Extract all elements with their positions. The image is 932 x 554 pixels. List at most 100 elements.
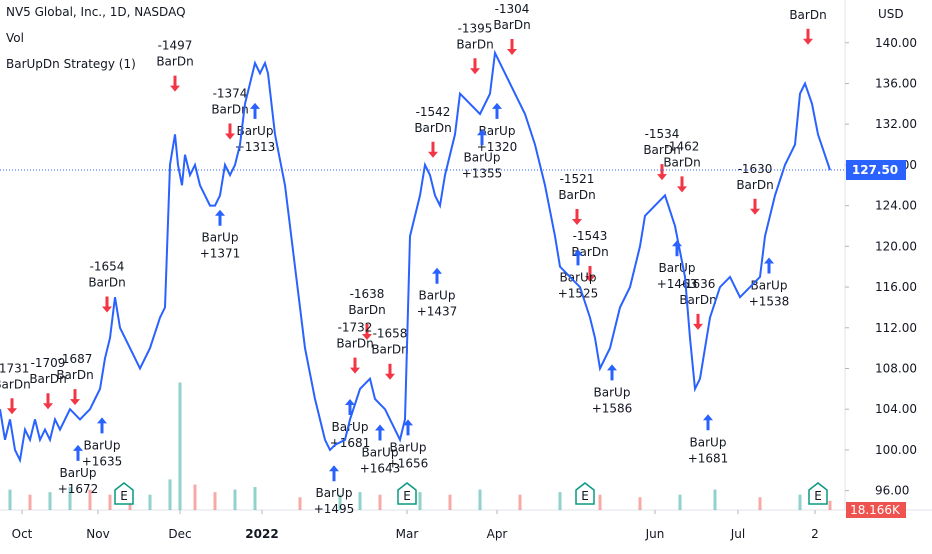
y-tick-label: 120.00 xyxy=(875,239,917,253)
earnings-badge xyxy=(575,482,595,505)
sell-arrow xyxy=(362,324,372,340)
price-layer xyxy=(0,49,845,464)
signal-label: BarUp xyxy=(237,124,274,138)
signal-label: BarDn xyxy=(679,293,716,307)
legend-strategy: BarUpDn Strategy (1) xyxy=(6,57,136,71)
y-tick-label: 124.00 xyxy=(875,199,917,213)
buy-arrow xyxy=(215,209,225,226)
signal-label: -1395 xyxy=(458,21,493,35)
signal-label: -1687 xyxy=(58,352,93,366)
volume-bar xyxy=(338,494,342,510)
volume-bar xyxy=(798,494,802,510)
earnings-badge xyxy=(397,482,417,505)
signal-label: BarUp xyxy=(751,279,788,293)
signal-label: +1355 xyxy=(462,166,503,180)
volume-bar xyxy=(178,382,182,510)
volume-bar xyxy=(448,494,452,510)
signal-label: BarUp xyxy=(390,440,427,454)
signal-label: -1497 xyxy=(158,39,193,53)
earnings-label: E xyxy=(120,489,128,503)
x-tick-label: Jun xyxy=(645,527,665,541)
earnings-marker: E xyxy=(397,482,417,505)
volume-bar xyxy=(518,494,522,510)
sell-arrow xyxy=(803,28,813,45)
signal-label: +1313 xyxy=(235,140,276,154)
signal-label: +1643 xyxy=(360,461,401,475)
signal-label: +1371 xyxy=(200,247,241,261)
sell-arrow xyxy=(170,75,180,92)
signal-label: BarDn xyxy=(558,188,595,202)
signal-label: BarDn xyxy=(336,337,373,351)
earnings-label: E xyxy=(581,489,589,503)
last-volume-label: 18.166K xyxy=(850,503,901,517)
sell-arrow xyxy=(507,38,517,55)
y-tick-label: 100.00 xyxy=(875,443,917,457)
signal-label: +1538 xyxy=(749,295,790,309)
signal-label: -1630 xyxy=(738,162,773,176)
earnings-badge xyxy=(808,482,828,505)
legend-volume: Vol xyxy=(6,31,24,45)
signal-label: +1320 xyxy=(477,140,518,154)
sell-arrow xyxy=(43,393,53,410)
y-tick-label: 116.00 xyxy=(875,280,917,294)
signal-label: -1731 xyxy=(0,361,29,375)
signal-label: BarUp xyxy=(560,270,597,284)
buy-arrow xyxy=(703,414,713,431)
x-tick-label: Oct xyxy=(12,527,33,541)
earnings-marker: E xyxy=(575,482,595,505)
signal-label: BarUp xyxy=(690,435,727,449)
signal-label: BarUp xyxy=(60,466,97,480)
volume-bar xyxy=(148,494,152,510)
volume-bar xyxy=(713,489,717,510)
volume-bar xyxy=(298,497,302,510)
signal-label: BarDn xyxy=(414,121,451,135)
volume-bar xyxy=(108,494,112,510)
buy-arrow xyxy=(403,419,413,436)
signal-label: +1635 xyxy=(82,454,123,468)
sell-arrow xyxy=(572,208,582,225)
signal-label: BarUp xyxy=(594,385,631,399)
signal-label: BarUp xyxy=(362,445,399,459)
signal-label: BarUp xyxy=(419,289,456,303)
buy-arrow xyxy=(607,364,617,381)
signal-label: BarDn xyxy=(156,55,193,69)
sell-arrow xyxy=(102,296,112,313)
signal-label: BarUp xyxy=(84,438,121,452)
buy-arrow xyxy=(250,102,260,119)
buy-arrow xyxy=(345,399,355,416)
signal-label: -1543 xyxy=(573,229,608,243)
signal-label: +1586 xyxy=(592,401,633,415)
signal-label: +1656 xyxy=(388,456,429,470)
buy-arrow xyxy=(97,417,107,434)
buy-arrow xyxy=(375,424,385,441)
signal-label: BarDn xyxy=(663,155,700,169)
buy-arrow xyxy=(477,129,487,146)
signal-label: -1462 xyxy=(665,139,700,153)
last-volume-tag xyxy=(846,502,906,518)
signal-label: BarUp xyxy=(659,261,696,275)
buy-arrow xyxy=(73,444,83,461)
buy-arrow xyxy=(432,267,442,284)
sell-arrow xyxy=(693,313,703,330)
sell-arrow xyxy=(225,123,235,140)
volume-bar xyxy=(233,489,237,510)
earnings-label: E xyxy=(403,489,411,503)
buy-arrow xyxy=(492,102,502,119)
signal-label: +1672 xyxy=(58,482,99,496)
earnings-badge xyxy=(114,482,134,505)
signal-layer: -1731BarDn-1709BarDn-1687BarDn-1654BarDn… xyxy=(0,2,827,516)
signal-label: +1463 xyxy=(657,277,698,291)
buy-arrow xyxy=(764,257,774,274)
signal-label: BarDn xyxy=(736,178,773,192)
volume-bar xyxy=(48,492,52,510)
signal-label: BarUp xyxy=(479,124,516,138)
y-tick-label: 132.00 xyxy=(875,117,917,131)
buy-arrow xyxy=(573,249,583,266)
signal-label: BarDn xyxy=(643,143,680,157)
y-tick-label: 112.00 xyxy=(875,321,917,335)
signal-label: -1658 xyxy=(373,327,408,341)
signal-label: -1636 xyxy=(681,277,716,291)
price-line xyxy=(0,49,831,464)
